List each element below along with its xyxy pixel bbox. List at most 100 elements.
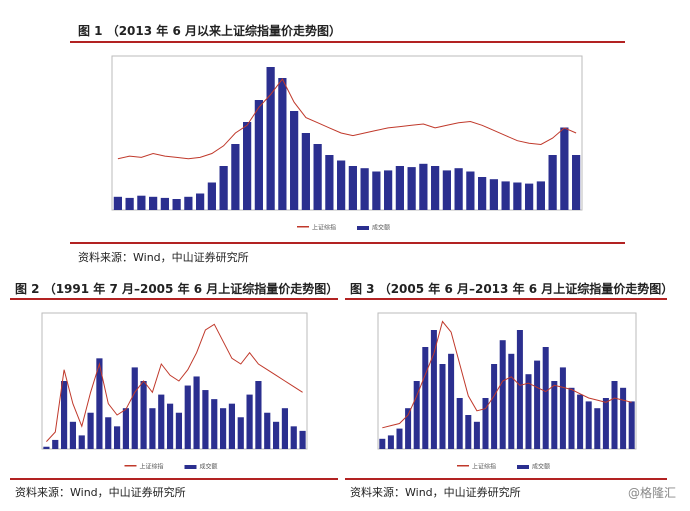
bar [348, 166, 357, 210]
line [117, 78, 577, 160]
bar [478, 177, 487, 210]
source: 资料来源：Wind，中山证券研究所 [78, 251, 249, 264]
bar [620, 387, 627, 449]
bar [137, 195, 146, 210]
bar [577, 394, 584, 449]
legend-swatch [297, 226, 309, 228]
legend-swatch [517, 465, 529, 469]
bar [172, 199, 181, 210]
legend-swatch [184, 465, 197, 469]
bar [264, 412, 271, 449]
bar [237, 417, 244, 449]
bar [193, 376, 200, 449]
legend-label: 成交额 [372, 224, 390, 232]
bar [96, 358, 103, 449]
bar [301, 133, 310, 210]
legend-label: 上证综指 [472, 463, 496, 471]
bar [254, 100, 263, 210]
bar [313, 144, 322, 210]
bar [439, 364, 446, 449]
bar [266, 67, 275, 210]
bar [202, 390, 209, 449]
bar [281, 408, 289, 449]
bar [140, 381, 147, 449]
bar [69, 421, 77, 449]
line [382, 320, 632, 429]
bar [628, 401, 635, 449]
bar [246, 394, 253, 449]
plot-frame [41, 312, 308, 450]
bar [422, 347, 429, 449]
rule [345, 298, 667, 300]
rule [345, 478, 667, 480]
bar [508, 353, 515, 449]
bar [278, 78, 287, 210]
bar [243, 122, 252, 210]
chart: 上证综指 成交额 [377, 312, 637, 471]
bar [395, 166, 404, 210]
rule [70, 242, 625, 244]
bar [211, 399, 218, 449]
bar [419, 163, 428, 210]
plot-frame [377, 312, 637, 450]
bar [396, 428, 403, 449]
bar [299, 430, 306, 449]
bar [560, 127, 569, 210]
bar [149, 196, 158, 210]
bar [219, 166, 228, 210]
bar [594, 408, 601, 449]
rule [70, 41, 625, 43]
bar [166, 403, 174, 449]
bar [568, 387, 575, 449]
legend-label: 上证综指 [312, 224, 336, 232]
legend-swatch [124, 465, 137, 467]
bar [379, 438, 386, 449]
bar [454, 168, 463, 210]
bar [372, 171, 381, 210]
bar [413, 381, 420, 449]
bar [60, 381, 68, 449]
caption: 图 2 （1991 年 7 月–2005 年 6 月上证综指量价走势图） [15, 282, 339, 296]
bar [516, 330, 523, 449]
bar [525, 183, 534, 210]
bar [52, 439, 59, 449]
source: 资料来源：Wind，中山证券研究所 [350, 486, 521, 499]
bar [499, 340, 506, 449]
bar [325, 155, 334, 210]
legend-label: 成交额 [532, 463, 550, 471]
bar [231, 144, 240, 210]
bar [184, 196, 193, 210]
bar [491, 364, 498, 449]
bar [131, 367, 138, 449]
bar [466, 171, 475, 210]
rule [10, 478, 338, 480]
bar [290, 111, 299, 210]
bar [149, 408, 156, 449]
bar [337, 160, 346, 210]
caption: 图 1 （2013 年 6 月以来上证综指量价走势图） [78, 24, 341, 38]
legend-label: 成交额 [200, 463, 218, 471]
bar [602, 398, 609, 449]
bar [219, 408, 227, 449]
bar [87, 412, 94, 449]
bar [430, 330, 437, 449]
bar [456, 398, 463, 449]
chart: 上证综指 成交额 [41, 312, 308, 471]
bar [513, 182, 522, 210]
caption: 图 3 （2005 年 6 月–2013 年 6 月上证综指量价走势图） [350, 282, 674, 296]
bar [405, 408, 412, 449]
bar [360, 168, 369, 210]
bar [448, 353, 455, 449]
bar [228, 403, 236, 449]
bar [542, 347, 549, 449]
bar [105, 417, 112, 449]
bar [125, 197, 134, 210]
bar [536, 181, 545, 210]
bar [384, 170, 393, 210]
bar [43, 446, 50, 449]
bar [113, 196, 122, 210]
bar [572, 155, 581, 210]
bar [407, 167, 416, 210]
bar [489, 179, 498, 210]
